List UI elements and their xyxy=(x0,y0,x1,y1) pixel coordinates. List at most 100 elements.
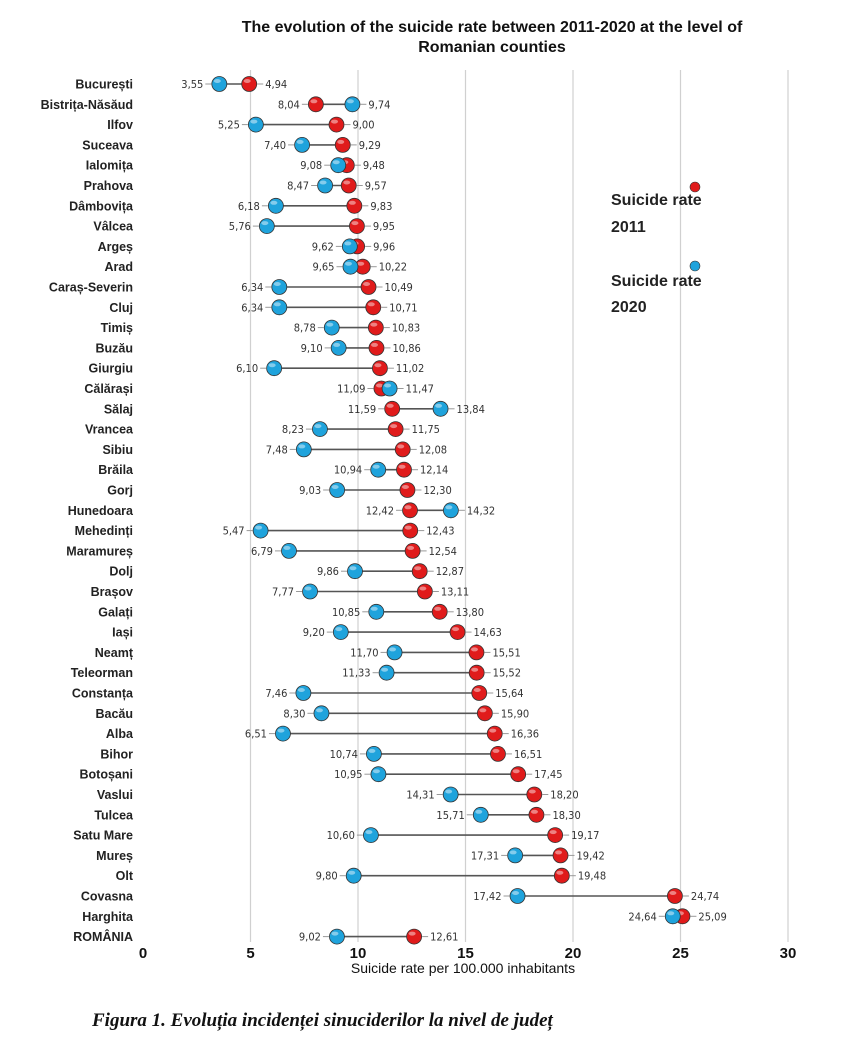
row-suceava: Suceava 7,40 9,29 xyxy=(82,136,381,153)
value-label-low: 9,65 xyxy=(312,261,334,274)
dot-2020-highlight xyxy=(445,789,453,794)
value-label-high: 12,14 xyxy=(420,464,448,477)
dot-2020-highlight xyxy=(381,667,389,672)
dot-2020 xyxy=(247,116,264,133)
dot-2020-highlight xyxy=(261,221,269,226)
value-label-high: 9,83 xyxy=(370,200,392,213)
value-label-low: 8,04 xyxy=(278,98,300,111)
dot-2020 xyxy=(432,400,449,417)
value-label-low: 8,47 xyxy=(287,180,309,193)
county-label: Covasna xyxy=(81,890,134,904)
value-label-low: 3,55 xyxy=(181,78,203,91)
value-label-high: 16,51 xyxy=(514,748,542,761)
dot-2011 xyxy=(404,543,421,559)
value-label-high: 11,75 xyxy=(412,423,440,436)
value-label-high: 12,08 xyxy=(419,443,447,456)
row-dolj: Dolj 9,86 12,87 xyxy=(109,563,464,580)
dot-2011 xyxy=(346,197,363,214)
dot-2011 xyxy=(372,360,388,377)
legend-label-year: 2011 xyxy=(611,219,646,236)
dot-2020-highlight xyxy=(365,830,373,835)
dot-2020-highlight xyxy=(445,505,453,510)
row-ialomița: Ialomița 9,08 9,48 xyxy=(86,157,385,174)
value-label-low: 6,34 xyxy=(241,301,263,314)
county-label: Dâmbovița xyxy=(69,199,134,213)
dot-2011 xyxy=(468,664,485,681)
value-label-high: 9,96 xyxy=(373,240,395,253)
dot-2011 xyxy=(307,96,324,113)
dot-2011 xyxy=(402,502,418,519)
legend: Suicide rate 2011 Suicide rate 2020 xyxy=(611,181,702,316)
x-tick-label: 5 xyxy=(246,945,254,962)
value-label-high: 15,64 xyxy=(495,687,523,700)
dot-2020 xyxy=(366,746,382,762)
dot-2020 xyxy=(345,867,362,884)
value-label-high: 10,71 xyxy=(389,301,417,314)
dot-2020 xyxy=(271,279,288,295)
dot-2020 xyxy=(330,339,347,356)
value-label-low: 11,59 xyxy=(348,403,376,416)
dot-2011 xyxy=(449,624,466,640)
county-label: Harghita xyxy=(82,910,134,924)
dot-2011-highlight xyxy=(549,830,557,835)
value-label-high: 9,74 xyxy=(368,98,390,111)
dot-2020 xyxy=(370,461,387,478)
county-label: Sibiu xyxy=(102,443,133,457)
county-label: Ilfov xyxy=(107,118,133,132)
dot-2020-highlight xyxy=(298,444,306,449)
dot-2011 xyxy=(553,867,570,884)
row-brașov: Brașov 7,77 13,11 xyxy=(91,583,469,600)
row-teleorman: Teleorman 11,33 15,52 xyxy=(71,664,521,681)
value-label-high: 16,36 xyxy=(511,728,539,741)
row-alba: Alba 6,51 16,36 xyxy=(106,725,539,742)
value-label-low: 9,02 xyxy=(299,931,321,944)
row-maramureș: Maramureș 6,79 12,54 xyxy=(66,543,457,559)
value-label-high: 15,52 xyxy=(493,667,521,680)
data-rows: București 3,55 4,94 Bistrița-Năsăud 8,04 9,74… xyxy=(41,76,727,945)
dot-2020-highlight xyxy=(331,485,339,489)
dot-2020-highlight xyxy=(346,99,354,104)
dot-2011 xyxy=(368,339,385,356)
row-arad: Arad 9,65 10,22 xyxy=(105,258,407,275)
value-label-high: 9,95 xyxy=(373,220,395,233)
row-olt: Olt 9,80 19,48 xyxy=(116,867,606,884)
dot-2011-highlight xyxy=(401,485,409,489)
dot-2011 xyxy=(402,522,419,539)
dot-2011 xyxy=(552,847,569,864)
dot-2020-highlight xyxy=(344,241,352,246)
dot-2011 xyxy=(334,136,351,153)
dot-2011 xyxy=(349,218,365,235)
row-cluj: Cluj 6,34 10,71 xyxy=(109,299,418,316)
value-label-high: 18,30 xyxy=(552,809,580,822)
dot-2020-highlight xyxy=(268,363,276,368)
value-label-low: 17,31 xyxy=(471,849,499,862)
row-timiș: Timiș 8,78 10,83 xyxy=(101,319,420,336)
value-label-high: 9,48 xyxy=(363,159,385,172)
dot-2011-highlight xyxy=(348,200,356,205)
dot-2020 xyxy=(472,806,489,823)
county-label: Prahova xyxy=(84,179,134,193)
value-label-low: 7,46 xyxy=(265,687,287,700)
value-label-low: 8,78 xyxy=(294,322,316,335)
dot-2020-highlight xyxy=(667,911,675,916)
dot-2011-highlight xyxy=(404,505,412,510)
dot-2011-highlight xyxy=(363,282,371,286)
row-sălaj: Sălaj 11,59 13,84 xyxy=(104,400,485,417)
dot-2020-highlight xyxy=(348,870,356,875)
dot-2011-highlight xyxy=(407,545,415,550)
value-label-high: 15,51 xyxy=(492,646,520,659)
value-label-high: 13,80 xyxy=(456,606,484,619)
value-label-low: 6,51 xyxy=(245,728,267,741)
dot-2011 xyxy=(394,441,411,458)
dot-2011-highlight xyxy=(390,424,398,429)
county-label: Vrancea xyxy=(85,423,134,437)
county-label: ROMÂNIA xyxy=(73,929,133,944)
county-label: Arad xyxy=(105,260,133,274)
county-label: Galați xyxy=(98,605,133,619)
dot-2011 xyxy=(490,746,506,762)
dot-2020-highlight xyxy=(273,302,281,307)
dot-2011 xyxy=(367,319,384,336)
county-label: Tulcea xyxy=(94,808,134,822)
county-label: Caraș-Severin xyxy=(49,281,133,295)
dot-2020 xyxy=(271,299,288,316)
